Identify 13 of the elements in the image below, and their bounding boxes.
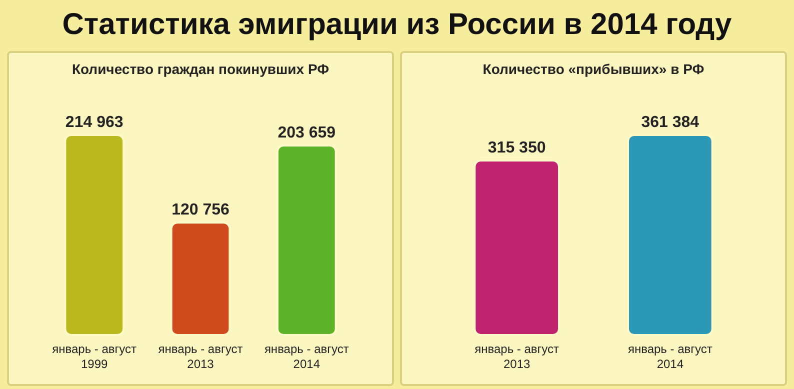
x-tick-label: январь - август 2013 — [474, 342, 560, 371]
data-label: 203 659 — [278, 124, 336, 142]
data-label: 315 350 — [488, 139, 546, 156]
data-label: 361 384 — [641, 114, 700, 131]
data-label: 120 756 — [172, 202, 230, 219]
x-tick-label: январь - август 2013 — [158, 342, 244, 371]
x-tick-label: январь - август 2014 — [628, 342, 713, 371]
x-tick-label: январь - август 2014 — [264, 342, 350, 371]
text: Статистика эмиграции из России в 2014 году — [62, 8, 732, 41]
data-label: 214 963 — [65, 114, 124, 131]
x-tick-label: январь - август 1999 — [52, 342, 138, 371]
chart-title: Количество граждан покинувших РФ — [72, 61, 330, 77]
chart-title: Количество «прибывших» в РФ — [482, 61, 704, 77]
